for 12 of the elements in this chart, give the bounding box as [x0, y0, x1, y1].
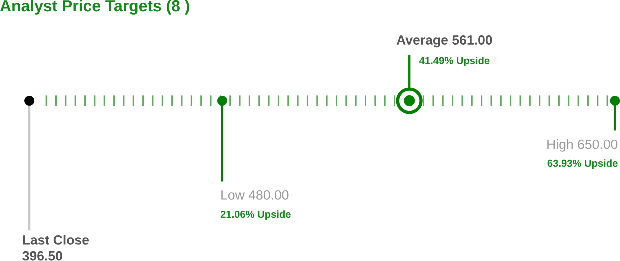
text: 21.06% Upside — [220, 210, 291, 220]
category-label: Average — [396, 36, 448, 48]
text: 41.49% Upside — [420, 57, 490, 66]
data-label: 396.50 — [22, 252, 62, 261]
data-label: 650.00 — [578, 140, 618, 150]
category-label: Last Close — [23, 235, 90, 245]
data-label: 561.00 — [452, 36, 492, 46]
category-label: Low — [222, 190, 245, 200]
text: Analyst Price Targets (8 ) — [0, 0, 190, 16]
category-label: High — [548, 140, 573, 152]
data-label: 480.00 — [248, 190, 289, 200]
text: 63.93% Upside — [548, 160, 618, 170]
